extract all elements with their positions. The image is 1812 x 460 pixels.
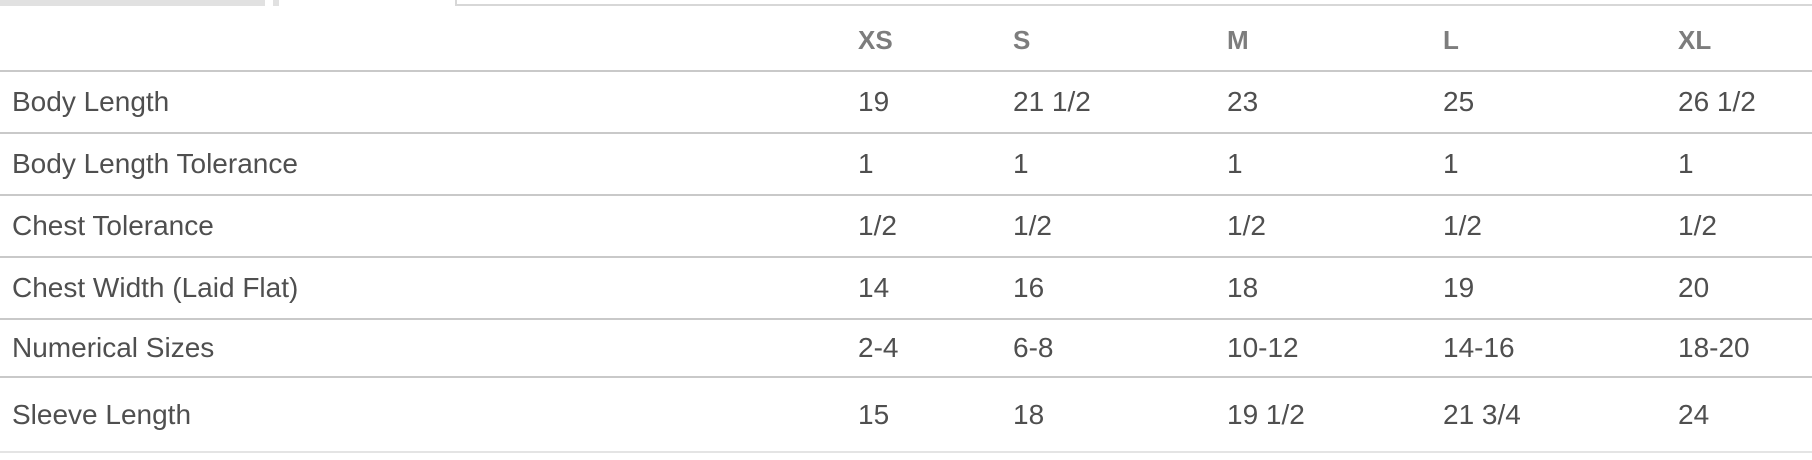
cell: 1/2 [1443,195,1678,258]
tab-bar [0,0,1812,6]
header-row: XS S M L XL [0,10,1812,72]
cell: 10-12 [1227,319,1443,378]
cell: 18 [1227,257,1443,320]
panel-top-border [455,4,1812,6]
row-label: Numerical Sizes [0,319,858,378]
cell: 1/2 [1678,195,1812,258]
column-header-xl: XL [1678,10,1812,72]
cell: 21 3/4 [1443,377,1678,453]
cell: 18-20 [1678,319,1812,378]
tab-edge-divider [273,0,279,6]
column-header-l: L [1443,10,1678,72]
cell: 2-4 [858,319,1013,378]
column-header-xs: XS [858,10,1013,72]
cell: 26 1/2 [1678,71,1812,134]
cell: 1/2 [1227,195,1443,258]
cell: 14-16 [1443,319,1678,378]
cell: 1 [1443,133,1678,196]
cell: 1 [1013,133,1227,196]
table-row: Numerical Sizes 2-4 6-8 10-12 14-16 18-2… [0,319,1812,378]
cell: 1 [1678,133,1812,196]
cell: 23 [1227,71,1443,134]
column-header-m: M [1227,10,1443,72]
table-row: Chest Width (Laid Flat) 14 16 18 19 20 [0,257,1812,320]
cell: 20 [1678,257,1812,320]
cell: 19 1/2 [1227,377,1443,453]
table-row: Body Length Tolerance 1 1 1 1 1 [0,133,1812,196]
table-row: Sleeve Length 15 18 19 1/2 21 3/4 24 [0,377,1812,453]
cell: 24 [1678,377,1812,453]
panel-corner-border [455,0,457,6]
row-label: Chest Tolerance [0,195,858,258]
cell: 19 [1443,257,1678,320]
column-header-s: S [1013,10,1227,72]
cell: 25 [1443,71,1678,134]
row-label: Body Length [0,71,858,134]
cell: 15 [858,377,1013,453]
row-label: Sleeve Length [0,377,858,453]
row-label: Body Length Tolerance [0,133,858,196]
cell: 1 [1227,133,1443,196]
cell: 21 1/2 [1013,71,1227,134]
inactive-tab[interactable] [0,0,265,6]
cell: 18 [1013,377,1227,453]
cell: 1/2 [1013,195,1227,258]
cell: 16 [1013,257,1227,320]
cell: 14 [858,257,1013,320]
empty-header-cell [0,10,858,72]
cell: 1 [858,133,1013,196]
cell: 6-8 [1013,319,1227,378]
cell: 19 [858,71,1013,134]
table-row: Chest Tolerance 1/2 1/2 1/2 1/2 1/2 [0,195,1812,258]
row-label: Chest Width (Laid Flat) [0,257,858,320]
cell: 1/2 [858,195,1013,258]
size-chart-table: XS S M L XL Body Length 19 21 1/2 23 25 … [0,10,1812,453]
table-row: Body Length 19 21 1/2 23 25 26 1/2 [0,71,1812,134]
